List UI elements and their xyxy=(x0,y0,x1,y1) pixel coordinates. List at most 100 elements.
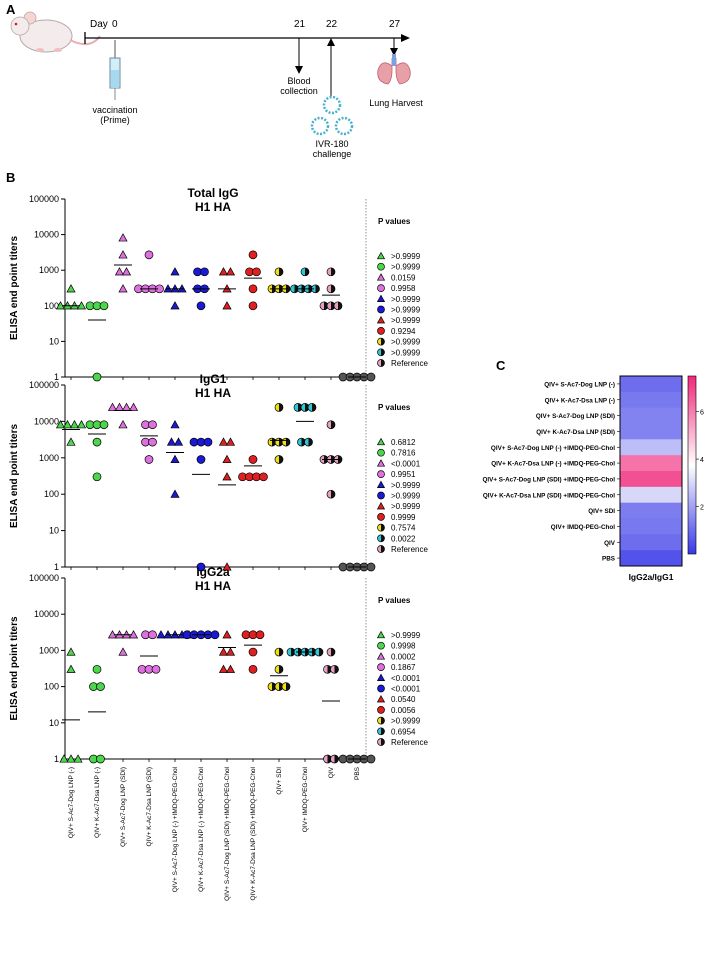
data-point-right xyxy=(334,755,339,763)
data-point xyxy=(304,437,313,447)
heatmap-row-label: QIV xyxy=(604,540,616,547)
colorbar-tick-label: 2 xyxy=(700,505,704,512)
heatmap-cell xyxy=(620,439,682,456)
data-point xyxy=(62,420,73,429)
heatmap-row-label: QIV+ K-Ac7-Dsa LNP (SDI) +IMDQ-PEG-Chol xyxy=(483,492,615,499)
syringe-icon xyxy=(109,40,121,100)
heatmap-row-label: QIV+ K-Ac7-Dsa LNP (SDI) xyxy=(536,429,615,436)
heatmap-cell xyxy=(620,407,682,424)
data-point xyxy=(274,647,284,657)
heatmap-row-label: QIV+ S-Ac7-Dog LNP (SDI) xyxy=(536,413,615,420)
y-axis-label: ELISA end point titers xyxy=(9,616,20,721)
data-point-right xyxy=(334,665,339,674)
data-point xyxy=(73,754,83,763)
data-point-left xyxy=(282,682,286,691)
group-label: QIV xyxy=(328,766,335,778)
data-point xyxy=(170,454,180,464)
data-point-left xyxy=(327,490,331,499)
data-point xyxy=(121,267,132,276)
legend-marker-left xyxy=(377,534,381,542)
legend-marker xyxy=(376,694,386,703)
chart-title: IgG1 xyxy=(200,372,227,386)
data-point-right xyxy=(331,490,335,499)
ivr-label: IVR-180 xyxy=(315,139,348,149)
data-point xyxy=(333,301,343,311)
colorbar xyxy=(687,375,697,555)
heatmap-row-label: QIV+ K-Ac7-Dsa LNP (-) xyxy=(545,397,615,404)
data-point-right xyxy=(331,648,335,657)
legend-pvalue: >0.9999 xyxy=(391,481,421,490)
data-point xyxy=(66,647,76,656)
data-point-right xyxy=(312,403,316,412)
data-point-left xyxy=(275,403,279,412)
legend-marker xyxy=(377,491,385,500)
legend-pvalue: >0.9999 xyxy=(391,306,421,315)
data-point xyxy=(66,284,76,293)
legend-marker xyxy=(376,251,386,260)
chart-subtitle: H1 HA xyxy=(195,386,231,400)
data-point xyxy=(92,372,102,382)
data-point-left xyxy=(301,267,305,276)
data-point-left xyxy=(275,267,279,276)
data-point xyxy=(166,437,177,446)
data-point xyxy=(225,437,236,446)
data-point xyxy=(148,630,157,640)
data-point-left xyxy=(330,755,335,763)
data-point xyxy=(170,420,180,429)
data-point xyxy=(118,250,128,259)
data-point-outline xyxy=(274,267,284,277)
data-point-left xyxy=(301,403,305,412)
heatmap-row-label: QIV+ K-Ac7-Dsa LNP (-) +IMDQ-PEG-Chol xyxy=(491,461,615,468)
legend-marker-outline xyxy=(377,738,385,746)
day-22: 22 xyxy=(326,19,338,30)
group-label: PBS xyxy=(354,766,361,780)
legend-pvalue: 0.0002 xyxy=(391,652,416,661)
data-point xyxy=(66,437,76,446)
heatmap-row-label: QIV+ S-Ac7-Dog LNP (-) xyxy=(544,381,615,388)
legend-marker xyxy=(377,327,385,335)
legend-marker-outline xyxy=(377,534,385,543)
heatmap-cell xyxy=(620,455,682,472)
data-point-outline xyxy=(326,647,336,657)
legend-pvalue: 0.7574 xyxy=(391,524,416,533)
legend-marker-right xyxy=(381,348,385,356)
legend-marker xyxy=(377,738,385,746)
data-point xyxy=(148,420,157,430)
data-point-left xyxy=(294,403,298,412)
data-point xyxy=(267,682,277,691)
data-point xyxy=(196,562,206,572)
data-point-left xyxy=(315,648,319,657)
data-point-left xyxy=(327,301,331,310)
data-point xyxy=(170,489,180,498)
data-point xyxy=(107,402,118,411)
legend-marker-right xyxy=(381,524,385,532)
y-tick-label: 100000 xyxy=(29,380,59,390)
data-point xyxy=(118,647,128,656)
data-point xyxy=(76,420,87,429)
data-point xyxy=(92,664,102,674)
group-label: QIV+ IMDQ-PEG-Chol xyxy=(302,766,309,832)
legend-pvalue: 0.9958 xyxy=(391,284,416,293)
data-point-outline xyxy=(274,664,284,674)
data-point xyxy=(222,301,232,310)
heatmap-row-label: QIV+ SDI xyxy=(588,508,615,515)
group-label: QIV+ K-Ac7-Dsa LNP (SDI) xyxy=(146,767,153,847)
data-point xyxy=(196,301,206,311)
y-tick-label: 1000 xyxy=(39,453,59,463)
data-point-outline xyxy=(300,267,310,277)
data-point-right xyxy=(298,403,302,412)
data-point xyxy=(210,630,220,640)
heatmap-cell xyxy=(620,534,682,551)
legend-marker-outline xyxy=(377,348,385,357)
data-point xyxy=(218,437,229,446)
data-point-left xyxy=(327,648,331,657)
data-point xyxy=(55,420,66,429)
data-point xyxy=(225,664,236,673)
data-point-outline xyxy=(274,647,284,657)
data-point-right xyxy=(319,648,323,657)
data-point-left xyxy=(275,438,279,447)
legend-marker xyxy=(377,348,385,357)
data-point xyxy=(326,647,336,657)
